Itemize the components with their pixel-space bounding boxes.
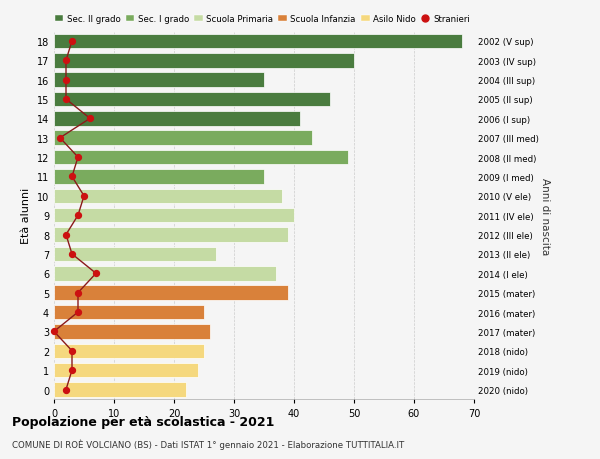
Point [49,328,59,336]
Bar [54,73,264,88]
Bar [54,325,210,339]
Bar [54,267,276,281]
Point [61,77,71,84]
Bar [54,247,216,262]
Bar [54,170,264,185]
Point [73,212,83,219]
Bar [54,305,204,319]
Point [61,231,71,239]
Point [67,174,77,181]
Bar [54,93,330,107]
Bar [54,189,282,204]
Point [91,270,101,277]
Bar [54,382,186,397]
Y-axis label: Anni di nascita: Anni di nascita [540,177,550,254]
Point [61,57,71,65]
Y-axis label: Età alunni: Età alunni [21,188,31,244]
Point [67,38,77,45]
Bar [54,208,294,223]
Point [79,193,89,200]
Text: Popolazione per età scolastica - 2021: Popolazione per età scolastica - 2021 [12,415,274,428]
Text: COMUNE DI ROÈ VOLCIANO (BS) - Dati ISTAT 1° gennaio 2021 - Elaborazione TUTTITAL: COMUNE DI ROÈ VOLCIANO (BS) - Dati ISTAT… [12,438,404,449]
Point [73,289,83,297]
Bar [54,34,462,49]
Point [67,251,77,258]
Bar [54,286,288,300]
Bar [54,228,288,242]
Bar [54,131,312,146]
Bar [54,54,354,68]
Point [73,309,83,316]
Bar [54,363,198,378]
Point [61,96,71,103]
Legend: Sec. II grado, Sec. I grado, Scuola Primaria, Scuola Infanzia, Asilo Nido, Stran: Sec. II grado, Sec. I grado, Scuola Prim… [55,15,470,24]
Point [67,367,77,374]
Point [67,347,77,355]
Bar [54,344,204,358]
Point [73,154,83,162]
Bar [54,151,348,165]
Point [85,115,95,123]
Point [55,135,65,142]
Point [61,386,71,393]
Bar [54,112,300,126]
